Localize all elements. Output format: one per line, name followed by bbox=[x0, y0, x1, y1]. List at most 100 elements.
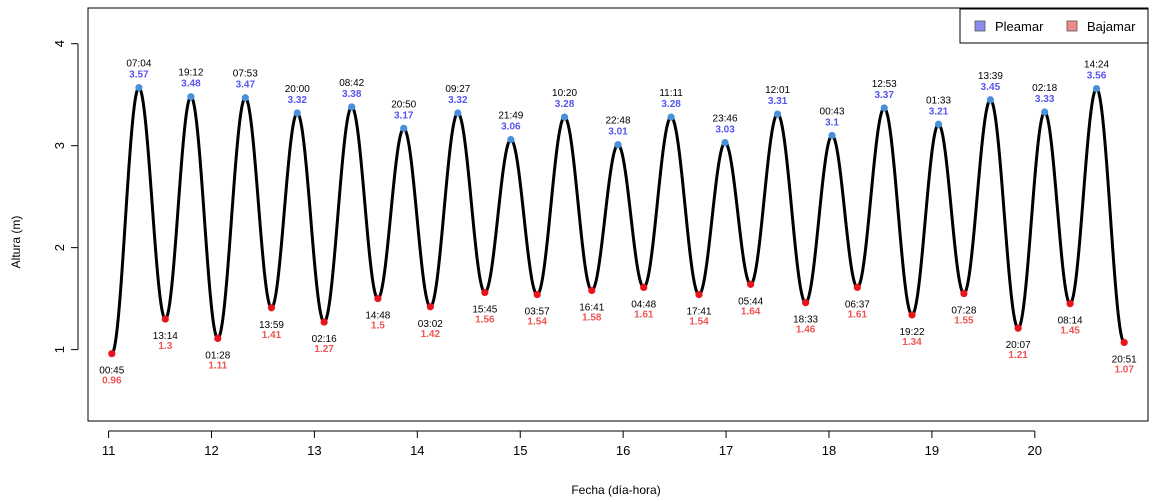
x-tick-label: 20 bbox=[1028, 443, 1042, 458]
pleamar-height-label: 3.28 bbox=[661, 99, 681, 110]
pleamar-point bbox=[828, 131, 836, 140]
pleamar-height-label: 3.38 bbox=[342, 89, 362, 100]
pleamar-time-label: 12:01 bbox=[765, 85, 790, 96]
pleamar-point bbox=[293, 109, 301, 117]
x-tick-label: 12 bbox=[204, 443, 218, 458]
x-tick-label: 11 bbox=[102, 443, 116, 458]
bajamar-time-label: 07:28 bbox=[951, 306, 976, 317]
y-tick-label: 2 bbox=[52, 244, 67, 251]
bajamar-point bbox=[1014, 324, 1022, 332]
bajamar-point bbox=[108, 350, 116, 358]
pleamar-height-label: 3.47 bbox=[236, 80, 256, 91]
bajamar-height-label: 1.07 bbox=[1114, 364, 1134, 375]
bajamar-height-label: 1.3 bbox=[158, 341, 172, 352]
legend-box bbox=[959, 8, 1149, 44]
bajamar-height-label: 1.46 bbox=[796, 325, 816, 336]
pleamar-point bbox=[934, 120, 943, 128]
pleamar-height-label: 3.21 bbox=[929, 106, 949, 117]
pleamar-point bbox=[241, 94, 249, 102]
bajamar-height-label: 1.42 bbox=[421, 329, 441, 340]
pleamar-height-label: 3.06 bbox=[501, 122, 521, 133]
pleamar-point bbox=[986, 96, 995, 104]
pleamar-time-label: 20:50 bbox=[391, 99, 416, 110]
bajamar-time-label: 03:02 bbox=[418, 319, 443, 330]
pleamar-height-label: 3.37 bbox=[874, 90, 894, 101]
pleamar-height-label: 3.1 bbox=[825, 117, 839, 128]
pleamar-point bbox=[880, 104, 888, 112]
bajamar-height-label: 1.55 bbox=[954, 316, 974, 327]
pleamar-point bbox=[454, 109, 462, 117]
bajamar-time-label: 00:45 bbox=[99, 366, 124, 377]
x-tick-label: 18 bbox=[822, 443, 836, 458]
bajamar-height-label: 1.56 bbox=[475, 315, 495, 326]
pleamar-time-label: 22:48 bbox=[605, 116, 630, 127]
pleamar-height-label: 3.33 bbox=[1035, 94, 1055, 105]
bajamar-height-label: 1.27 bbox=[314, 344, 334, 355]
pleamar-time-label: 01:33 bbox=[926, 95, 951, 106]
bajamar-time-label: 05:44 bbox=[738, 296, 763, 307]
pleamar-point bbox=[614, 141, 622, 149]
y-axis-title: Altura (m) bbox=[9, 216, 23, 269]
bajamar-height-label: 1.21 bbox=[1008, 350, 1028, 361]
bajamar-height-label: 1.58 bbox=[582, 312, 602, 323]
extreme-labels-layer: 00:450.96 07:043.57 13:141.3 19:123.48 01:28… bbox=[99, 59, 1137, 387]
pleamar-height-label: 3.01 bbox=[608, 127, 628, 138]
bajamar-point bbox=[1120, 338, 1128, 347]
bajamar-time-label: 03:57 bbox=[525, 307, 550, 318]
bajamar-point bbox=[533, 290, 541, 299]
bajamar-time-label: 20:07 bbox=[1006, 340, 1031, 351]
bajamar-time-label: 17:41 bbox=[686, 307, 711, 318]
bajamar-point bbox=[320, 318, 328, 326]
pleamar-point bbox=[400, 124, 408, 132]
bajamar-height-label: 1.61 bbox=[848, 309, 868, 320]
bajamar-height-label: 1.34 bbox=[902, 337, 922, 348]
pleamar-time-label: 10:20 bbox=[552, 88, 577, 99]
x-tick-label: 16 bbox=[616, 443, 630, 458]
bajamar-point bbox=[908, 311, 916, 319]
bajamar-height-label: 1.61 bbox=[634, 309, 654, 320]
pleamar-time-label: 07:04 bbox=[126, 59, 151, 70]
bajamar-point bbox=[1066, 300, 1074, 308]
bajamar-height-label: 1.54 bbox=[527, 317, 547, 328]
pleamar-time-label: 09:27 bbox=[445, 84, 470, 95]
pleamar-time-label: 11:11 bbox=[659, 88, 683, 99]
bajamar-time-label: 19:22 bbox=[900, 327, 925, 338]
pleamar-point bbox=[187, 93, 195, 101]
bajamar-height-label: 1.64 bbox=[741, 306, 761, 317]
bajamar-height-label: 1.54 bbox=[689, 317, 709, 328]
pleamar-time-label: 02:18 bbox=[1032, 83, 1057, 94]
bajamar-height-label: 0.96 bbox=[102, 376, 122, 387]
pleamar-height-label: 3.32 bbox=[288, 95, 308, 106]
bajamar-point bbox=[161, 315, 169, 323]
pleamar-point bbox=[721, 139, 729, 147]
bajamar-point bbox=[588, 286, 596, 295]
pleamar-height-label: 3.03 bbox=[715, 125, 735, 136]
bajamar-time-label: 16:41 bbox=[579, 302, 604, 313]
pleamar-point bbox=[773, 110, 782, 118]
extreme-points-layer bbox=[108, 83, 1128, 358]
pleamar-point bbox=[1092, 84, 1101, 93]
x-tick-label: 19 bbox=[925, 443, 939, 458]
pleamar-height-label: 3.31 bbox=[768, 96, 788, 107]
bajamar-point bbox=[214, 334, 222, 342]
pleamar-time-label: 07:53 bbox=[233, 69, 258, 80]
pleamar-point bbox=[135, 83, 143, 92]
bajamar-point bbox=[747, 280, 755, 288]
bajamar-point bbox=[960, 289, 968, 298]
pleamar-point bbox=[560, 113, 569, 121]
y-tick-label: 3 bbox=[52, 142, 67, 149]
bajamar-time-label: 04:48 bbox=[631, 299, 656, 310]
pleamar-point bbox=[507, 135, 515, 144]
x-axis-title: Fecha (día-hora) bbox=[571, 483, 660, 497]
pleamar-time-label: 19:12 bbox=[178, 68, 203, 79]
plot-frame bbox=[87, 7, 1149, 422]
x-tick-label: 14 bbox=[410, 443, 424, 458]
bajamar-time-label: 15:45 bbox=[472, 305, 497, 316]
pleamar-height-label: 3.56 bbox=[1087, 71, 1107, 82]
bajamar-point bbox=[374, 295, 382, 303]
legend-label-bajamar: Bajamar bbox=[1087, 19, 1136, 34]
bajamar-time-label: 14:48 bbox=[365, 311, 390, 322]
pleamar-time-label: 12:53 bbox=[872, 79, 897, 90]
pleamar-point bbox=[348, 103, 356, 111]
